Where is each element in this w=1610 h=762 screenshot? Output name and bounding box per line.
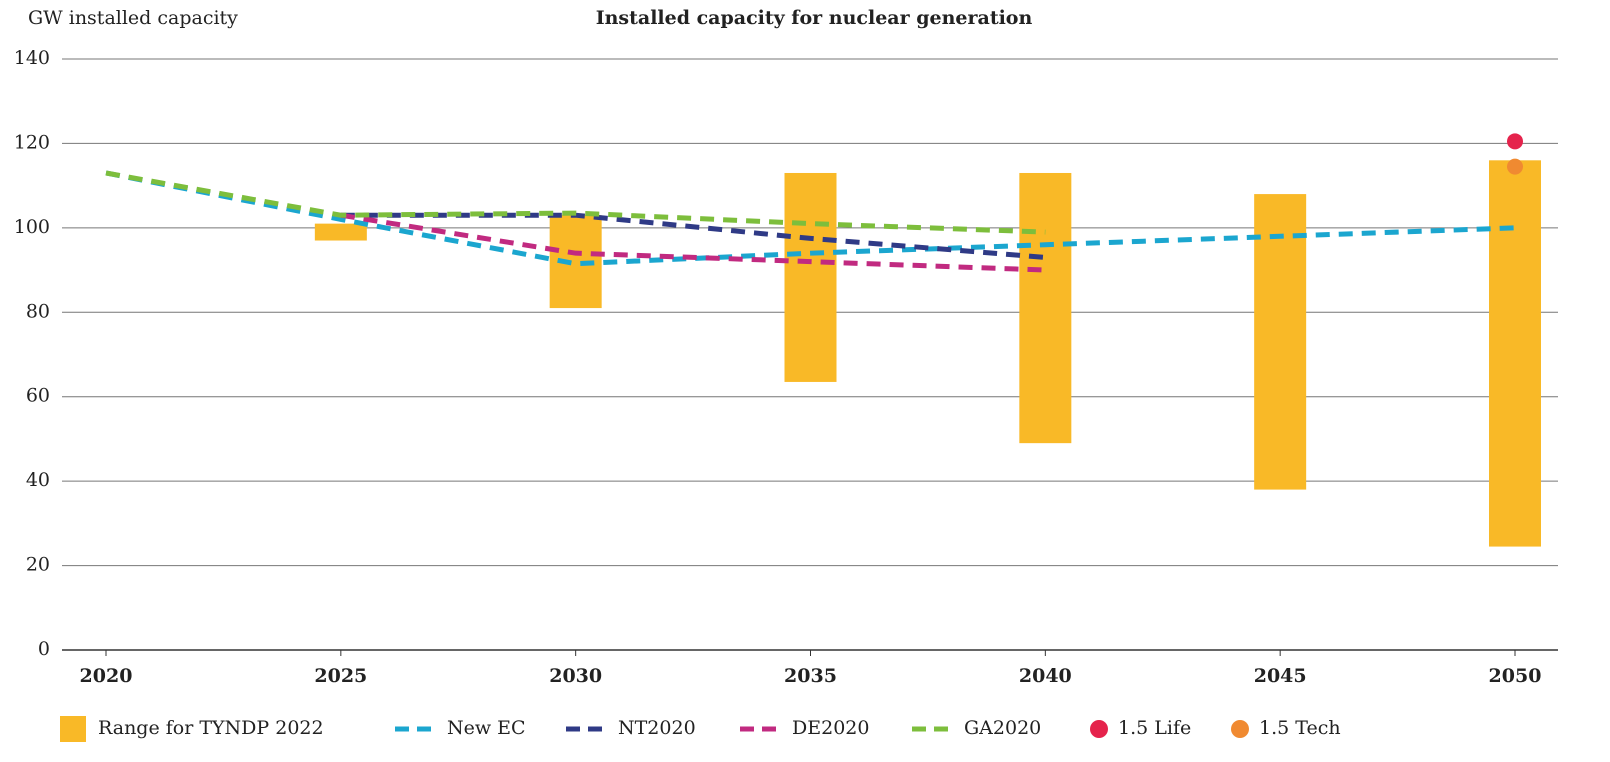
scatter-point xyxy=(1507,133,1523,150)
x-tick-label: 2025 xyxy=(314,665,367,687)
series-line xyxy=(340,212,1046,273)
x-tick-label: 2040 xyxy=(1019,665,1072,687)
range-bar xyxy=(1489,160,1541,547)
legend-label: 1.5 Tech xyxy=(1259,717,1341,739)
legend-label: New EC xyxy=(447,717,526,739)
range-bar xyxy=(314,223,367,241)
x-tick-label: 2020 xyxy=(80,665,133,687)
scatter-point xyxy=(1507,158,1523,175)
legend-label: NT2020 xyxy=(618,717,696,739)
y-tick-label: 20 xyxy=(26,554,50,576)
range-bar xyxy=(1019,172,1072,444)
y-tick-label: 60 xyxy=(26,385,50,407)
y-tick-label: 80 xyxy=(26,300,50,322)
y-tick-label: 0 xyxy=(38,638,50,660)
x-tick-label: 2045 xyxy=(1254,665,1307,687)
legend-swatch xyxy=(60,716,86,742)
series-line xyxy=(340,212,1046,260)
legend-label: 1.5 Life xyxy=(1118,717,1191,739)
y-tick-label: 40 xyxy=(26,469,50,491)
legend-label: GA2020 xyxy=(964,717,1041,739)
y-tick-label: 140 xyxy=(14,47,50,69)
legend-label: Range for TYNDP 2022 xyxy=(98,717,324,739)
legend-label: DE2020 xyxy=(792,717,869,739)
y-tick-label: 100 xyxy=(14,216,50,238)
legend-swatch xyxy=(1090,720,1108,738)
x-tick-label: 2030 xyxy=(549,665,602,687)
y-tick-label: 120 xyxy=(14,131,50,153)
x-tick-label: 2035 xyxy=(784,665,837,687)
range-bar xyxy=(1254,194,1307,490)
range-bar xyxy=(784,172,837,382)
series-line xyxy=(105,170,1046,235)
legend-swatch xyxy=(1231,720,1249,738)
y-axis-label: GW installed capacity xyxy=(28,7,238,29)
x-tick-label: 2050 xyxy=(1489,665,1542,687)
series-line xyxy=(105,170,1516,267)
chart-title: Installed capacity for nuclear generatio… xyxy=(596,7,1033,29)
